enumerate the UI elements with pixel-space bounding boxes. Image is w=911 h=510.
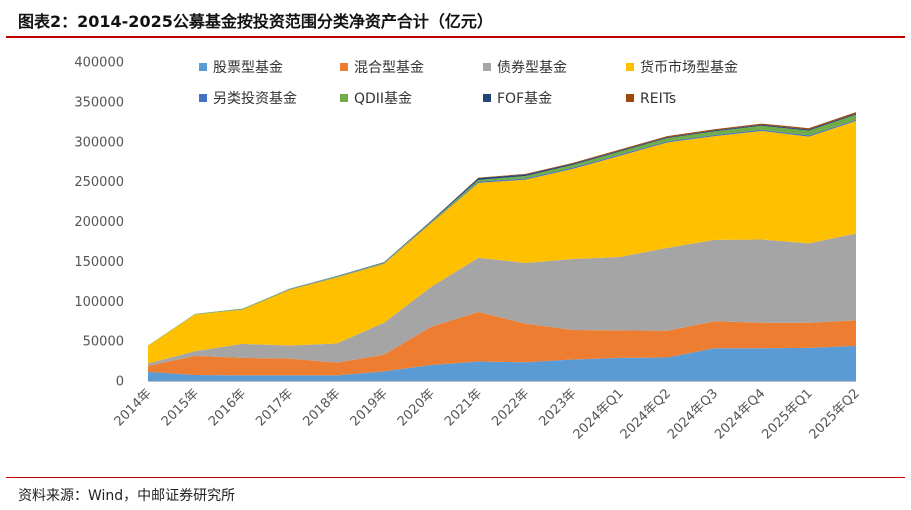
y-tick-label: 100000	[74, 295, 124, 310]
legend-label: REITs	[640, 91, 676, 107]
stacked-area-chart: 0 50000 100000 150000 200000 250000 300000 3500…	[74, 56, 863, 443]
legend-label: FOF基金	[497, 90, 552, 107]
plot-area	[148, 112, 856, 381]
area-series-1	[148, 345, 856, 381]
x-tick-label: 2023年	[536, 386, 579, 429]
legend-label: QDII基金	[354, 90, 412, 107]
y-tick-label: 50000	[83, 335, 124, 350]
x-tick-label: 2014年	[112, 386, 155, 429]
legend-label: 混合型基金	[354, 59, 424, 76]
legend-label: 货币市场型基金	[640, 59, 738, 76]
legend-swatch	[626, 94, 634, 102]
x-tick-label: 2019年	[348, 386, 391, 429]
x-tick-label: 2021年	[442, 386, 485, 429]
x-tick-label: 2024年Q2	[618, 386, 674, 442]
y-axis: 0 50000 100000 150000 200000 250000 300000 3500…	[74, 56, 124, 390]
legend-swatch	[626, 63, 634, 71]
y-tick-label: 150000	[74, 255, 124, 270]
y-tick-label: 300000	[74, 135, 124, 150]
x-tick-label: 2018年	[300, 386, 343, 429]
legend-swatch	[340, 63, 348, 71]
legend-label: 股票型基金	[213, 59, 283, 76]
x-tick-label: 2024年Q4	[712, 386, 768, 442]
source-note: 资料来源：Wind，中邮证券研究所	[18, 488, 236, 504]
x-tick-label: 2015年	[159, 386, 202, 429]
x-tick-label: 2025年Q2	[807, 386, 863, 442]
area-series-4	[148, 121, 856, 364]
legend-swatch	[199, 63, 207, 71]
area-series-3	[148, 233, 856, 366]
x-tick-label: 2025年Q1	[759, 386, 815, 442]
x-tick-label: 2016年	[206, 386, 249, 429]
chart-title: 图表2：2014-2025公募基金按投资范围分类净资产合计（亿元）	[18, 12, 493, 31]
legend-swatch	[483, 94, 491, 102]
x-axis: 2014年 2015年 2016年 2017年 2018年 2019年 2020年 2021年…	[112, 386, 863, 442]
source-rule	[6, 477, 905, 478]
legend-swatch	[483, 63, 491, 71]
legend-swatch	[199, 94, 207, 102]
y-tick-label: 250000	[74, 175, 124, 190]
x-tick-label: 2024年Q3	[665, 386, 721, 442]
title-rule	[6, 36, 905, 38]
y-tick-label: 200000	[74, 215, 124, 230]
x-tick-label: 2020年	[395, 386, 438, 429]
legend-label: 另类投资基金	[213, 90, 297, 107]
x-tick-label: 2017年	[253, 386, 296, 429]
legend-swatch	[340, 94, 348, 102]
legend-label: 债券型基金	[497, 59, 567, 76]
y-tick-label: 350000	[74, 95, 124, 110]
x-tick-label: 2024年Q1	[571, 386, 627, 442]
x-tick-label: 2022年	[489, 386, 532, 429]
area-series-2	[148, 312, 856, 376]
y-tick-label: 0	[116, 375, 124, 390]
y-tick-label: 400000	[74, 56, 124, 71]
